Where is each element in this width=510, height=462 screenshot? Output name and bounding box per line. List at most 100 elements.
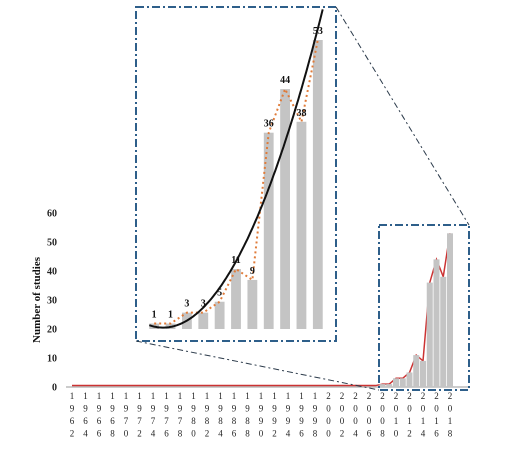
inset-bar	[247, 279, 258, 329]
inset-bar	[296, 121, 307, 329]
data-label: 1	[152, 310, 157, 321]
x-tick-label: 1	[110, 391, 115, 401]
x-tick-label: 0	[259, 429, 264, 439]
x-tick-label: 0	[326, 416, 331, 426]
x-tick-label: 9	[70, 404, 75, 414]
x-tick-label: 1	[205, 391, 210, 401]
x-tick-label: 1	[70, 391, 75, 401]
y-tick-label: 30	[47, 296, 57, 307]
x-tick-label: 4	[83, 429, 88, 439]
main-bar	[406, 372, 413, 387]
data-label: 1	[168, 310, 173, 321]
main-bar	[386, 384, 393, 387]
connector-line-bottom	[135, 340, 380, 391]
x-tick-label: 6	[232, 429, 237, 439]
x-tick-label: 2	[70, 429, 75, 439]
x-tick-label: 6	[299, 429, 304, 439]
x-tick-label: 0	[326, 429, 331, 439]
x-tick-label: 4	[151, 429, 156, 439]
x-tick-label: 1	[232, 391, 237, 401]
y-tick-label: 10	[47, 354, 57, 365]
data-label: 5	[217, 288, 222, 299]
x-tick-label: 2	[340, 429, 345, 439]
x-tick-label: 9	[286, 404, 291, 414]
x-tick-label: 4	[353, 429, 358, 439]
x-tick-label: 2	[340, 391, 345, 401]
small-inset-frame	[378, 224, 470, 391]
x-tick-label: 8	[110, 429, 115, 439]
x-tick-label: 9	[137, 404, 142, 414]
x-tick-label: 6	[97, 429, 102, 439]
data-label: 44	[280, 75, 290, 86]
x-tick-label: 0	[394, 429, 399, 439]
x-tick-label: 7	[178, 416, 183, 426]
x-tick-label: 1	[434, 416, 439, 426]
x-tick-label: 9	[299, 404, 304, 414]
main-bar	[413, 355, 420, 387]
x-tick-label: 1	[259, 391, 264, 401]
main-bar	[393, 378, 399, 387]
x-tick-label: 0	[191, 429, 196, 439]
x-tick-label: 0	[407, 404, 412, 414]
data-label: 3	[201, 299, 206, 310]
x-tick-label: 0	[326, 404, 331, 414]
x-tick-label: 1	[151, 391, 156, 401]
x-tick-label: 9	[97, 404, 102, 414]
y-tick-label: 0	[52, 383, 57, 394]
data-label: 53	[313, 26, 323, 37]
x-tick-label: 1	[137, 391, 142, 401]
x-tick-label: 1	[448, 416, 453, 426]
x-tick-label: 0	[124, 429, 129, 439]
y-tick-label: 20	[47, 325, 57, 336]
x-tick-label: 9	[259, 404, 264, 414]
x-tick-label: 0	[380, 416, 385, 426]
x-tick-label: 1	[286, 391, 291, 401]
x-tick-label: 6	[367, 429, 372, 439]
x-tick-label: 4	[286, 429, 291, 439]
x-tick-label: 9	[191, 404, 196, 414]
x-tick-label: 9	[259, 416, 264, 426]
x-tick-label: 1	[394, 416, 399, 426]
y-axis-label: Number of studies	[31, 256, 43, 343]
x-tick-label: 0	[353, 404, 358, 414]
x-tick-label: 1	[421, 416, 426, 426]
x-tick-label: 1	[245, 391, 250, 401]
inset-trend-curve	[149, 9, 324, 329]
y-tick-label: 60	[47, 209, 57, 220]
x-tick-label: 9	[218, 404, 223, 414]
x-tick-label: 2	[367, 391, 372, 401]
x-tick-label: 1	[97, 391, 102, 401]
x-tick-label: 9	[178, 404, 183, 414]
x-tick-label: 8	[245, 416, 250, 426]
x-tick-label: 6	[164, 429, 169, 439]
x-tick-label: 6	[70, 416, 75, 426]
x-tick-label: 9	[110, 404, 115, 414]
x-tick-label: 0	[340, 404, 345, 414]
x-tick-label: 1	[191, 391, 196, 401]
x-tick-label: 7	[164, 416, 169, 426]
x-tick-label: 1	[272, 391, 277, 401]
main-bar	[426, 282, 433, 387]
inset-bar	[198, 312, 209, 329]
x-tick-label: 2	[353, 391, 358, 401]
x-tick-label: 7	[151, 416, 156, 426]
x-tick-label: 0	[340, 416, 345, 426]
x-tick-label: 0	[434, 404, 439, 414]
x-tick-label: 8	[232, 416, 237, 426]
data-label: 38	[296, 108, 306, 119]
x-tick-label: 6	[83, 416, 88, 426]
x-tick-label: 8	[218, 416, 223, 426]
x-tick-label: 9	[313, 404, 318, 414]
inset-bar	[231, 269, 241, 329]
x-tick-label: 1	[407, 416, 412, 426]
data-label: 11	[231, 255, 240, 266]
x-tick-label: 1	[218, 391, 223, 401]
x-tick-label: 9	[83, 404, 88, 414]
x-tick-label: 4	[421, 429, 426, 439]
x-tick-label: 2	[380, 391, 385, 401]
x-tick-label: 8	[313, 429, 318, 439]
x-tick-label: 2	[272, 429, 277, 439]
x-tick-label: 9	[272, 404, 277, 414]
x-tick-label: 9	[164, 404, 169, 414]
